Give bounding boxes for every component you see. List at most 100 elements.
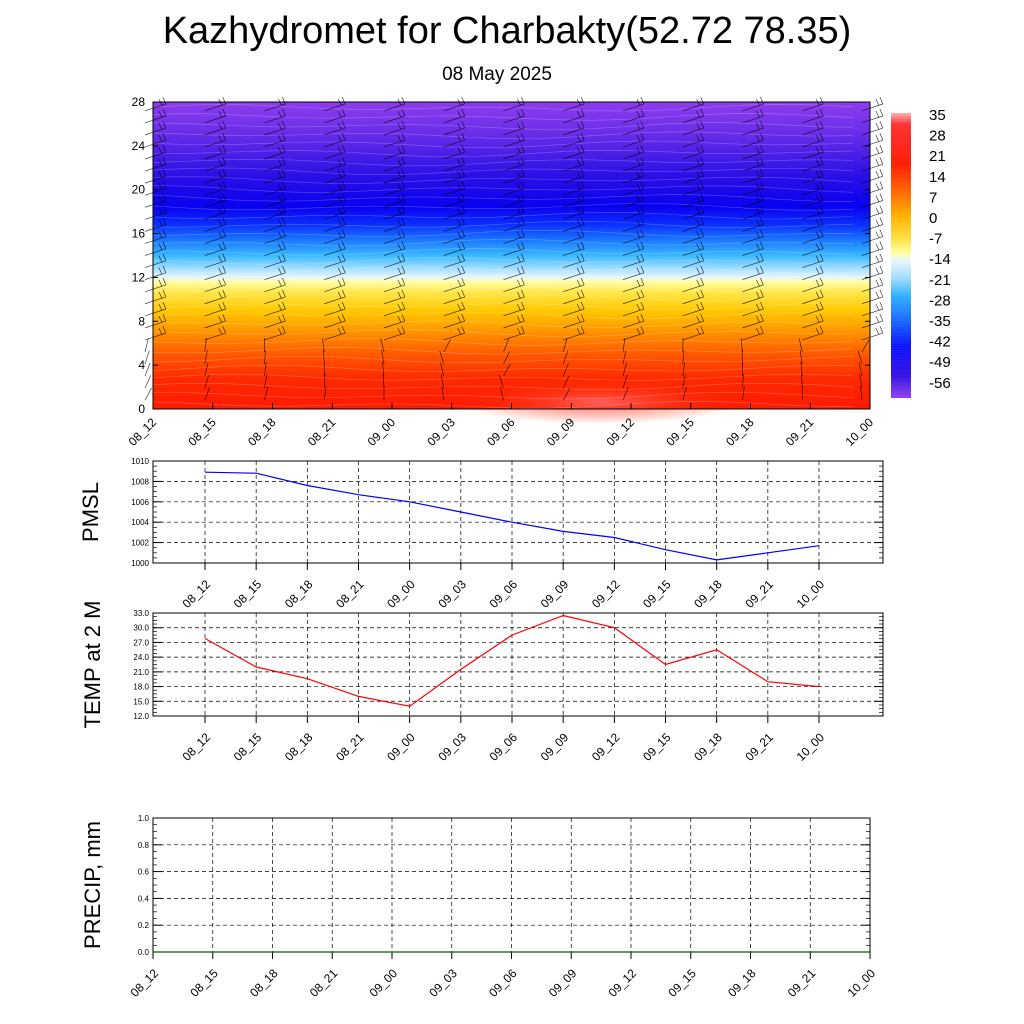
wind-barb (861, 277, 884, 293)
wind-barb-flag (815, 147, 820, 154)
wind-barb-flag (640, 133, 645, 141)
wind-barb-staff (264, 224, 286, 232)
wind-barb-flag (222, 313, 227, 322)
wind-barb (264, 120, 286, 136)
isotherm-line (152, 266, 854, 274)
y-tick-label: 12.0 (133, 712, 149, 721)
wind-barb (742, 253, 764, 268)
wind-barb-flag (218, 327, 223, 335)
wind-barb-flag (696, 315, 701, 323)
wind-barb (440, 362, 445, 377)
wind-barb (443, 193, 466, 208)
wind-barb-staff (204, 338, 207, 353)
wind-barb-flag (756, 231, 760, 239)
wind-barb (802, 133, 824, 148)
wind-barb-staff (861, 127, 884, 136)
wind-barb-flag (700, 289, 705, 298)
wind-barb-flag (696, 279, 701, 287)
wind-barb (443, 301, 466, 317)
wind-barb-staff (622, 224, 645, 232)
wind-barb-staff (622, 272, 645, 280)
wind-barb-flag (576, 315, 581, 323)
wind-barb (622, 253, 645, 268)
wind-barb-flag (222, 229, 227, 237)
wind-barb-staff (503, 332, 525, 341)
wind-barb-staff (383, 175, 406, 184)
wind-barb-staff (503, 308, 525, 317)
x-tick-label: 09_21 (785, 966, 819, 1000)
wind-barb (324, 145, 346, 160)
wind-barb-staff (563, 284, 585, 293)
wind-barb (861, 339, 870, 353)
wind-barb (742, 241, 764, 256)
wind-barb-flag (875, 231, 880, 239)
wind-barb-flag (457, 159, 462, 166)
wind-barb-flag (461, 157, 466, 165)
x-tick-label: 09_09 (546, 966, 580, 1000)
wind-barb (622, 181, 645, 196)
wind-barb (324, 193, 346, 208)
y-tick-label: 24.0 (133, 653, 149, 662)
wind-barb-staff (324, 175, 346, 184)
wind-barb-flag (640, 181, 645, 189)
wind-barb (144, 265, 167, 280)
wind-barb (264, 325, 286, 341)
wind-barb (383, 120, 406, 136)
wind-barb-flag (461, 193, 466, 201)
wind-barb-flag (879, 241, 884, 249)
wind-barb (742, 120, 764, 136)
wind-barb-flag (162, 325, 167, 334)
wind-barb-flag (218, 267, 223, 275)
wind-barb-flag (879, 289, 884, 298)
wind-barb-staff (381, 350, 385, 365)
wind-barb-flag (461, 229, 466, 237)
x-tick-label: 09_09 (538, 730, 572, 764)
wind-barb-flag (756, 267, 760, 275)
x-tick-label: 08_12 (128, 966, 162, 1000)
wind-barb-staff (499, 386, 504, 401)
wind-barb-flag (696, 267, 701, 275)
wind-barb-staff (324, 115, 346, 124)
wind-barb-flag (640, 313, 645, 322)
wind-barb (742, 133, 764, 148)
wind-barb-staff (682, 139, 704, 148)
wind-barb (383, 145, 406, 160)
wind-barb-flag (517, 183, 521, 190)
wind-barb-staff (144, 284, 167, 293)
wind-barb (204, 374, 210, 389)
wind-barb-flag (341, 301, 346, 310)
wind-barb-flag (640, 253, 645, 261)
wind-barb-staff (861, 175, 884, 184)
y-tick-label: 33.0 (133, 609, 149, 618)
wind-barb-flag (879, 277, 884, 286)
wind-barb-flag (337, 327, 342, 335)
wind-barb (563, 217, 585, 232)
wind-barb-flag (879, 253, 884, 261)
isotherm-line (152, 257, 853, 265)
isotherm-line (152, 113, 854, 121)
wind-barb-staff (622, 308, 645, 317)
wind-barb (383, 108, 406, 124)
wind-barb-flag (397, 303, 402, 311)
wind-barb-staff (563, 103, 585, 112)
wind-barb (740, 338, 743, 353)
wind-barb-flag (401, 181, 406, 189)
wind-barb (861, 145, 884, 160)
wind-barb-flag (401, 108, 406, 117)
wind-barb (622, 193, 645, 208)
wind-barb-flag (401, 265, 406, 273)
wind-barb-flag (815, 279, 820, 287)
wind-barb-staff (622, 248, 645, 256)
wind-barb-staff (802, 139, 824, 148)
wind-barb-staff (563, 260, 585, 268)
wind-barb-staff (323, 386, 327, 401)
wind-barb-flag (521, 120, 525, 129)
wind-barb-flag (696, 122, 701, 130)
wind-barb-staff (324, 308, 346, 317)
wind-barb-staff (622, 338, 626, 353)
wind-barb-flag (700, 265, 705, 273)
wind-barb-flag (401, 133, 406, 141)
wind-barb-flag (158, 122, 163, 130)
wind-barb-staff (383, 127, 406, 136)
